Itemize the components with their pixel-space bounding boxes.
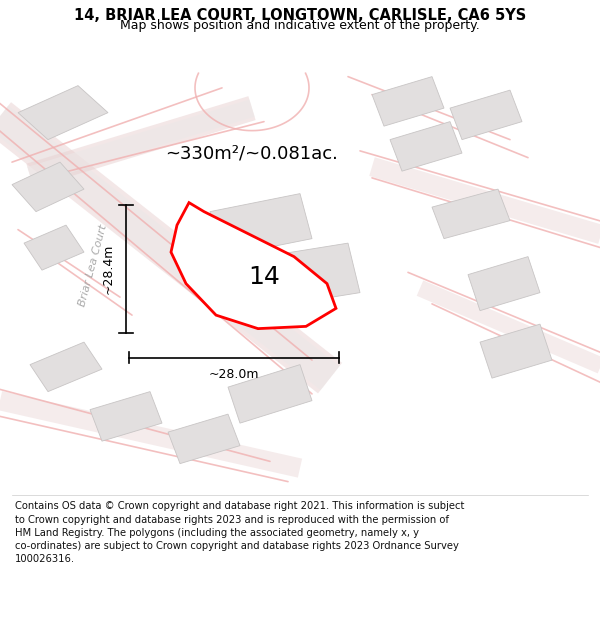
Text: ~28.4m: ~28.4m [101,244,115,294]
Polygon shape [468,257,540,311]
Polygon shape [18,86,108,139]
Polygon shape [432,189,510,239]
Polygon shape [228,364,312,423]
Text: 14: 14 [248,265,280,289]
Polygon shape [24,225,84,270]
Text: ~28.0m: ~28.0m [209,369,259,381]
Polygon shape [372,77,444,126]
Polygon shape [171,202,336,329]
Polygon shape [210,194,312,257]
Text: Map shows position and indicative extent of the property.: Map shows position and indicative extent… [120,19,480,32]
Polygon shape [450,90,522,139]
Polygon shape [90,392,162,441]
Polygon shape [390,122,462,171]
Polygon shape [480,324,552,378]
Polygon shape [30,342,102,392]
Text: 14, BRIAR LEA COURT, LONGTOWN, CARLISLE, CA6 5YS: 14, BRIAR LEA COURT, LONGTOWN, CARLISLE,… [74,8,526,23]
Polygon shape [168,414,240,464]
Polygon shape [264,243,360,306]
Text: ~330m²/~0.081ac.: ~330m²/~0.081ac. [166,144,338,162]
Polygon shape [12,162,84,212]
Text: Briar Lea Court: Briar Lea Court [77,224,109,308]
Text: Contains OS data © Crown copyright and database right 2021. This information is : Contains OS data © Crown copyright and d… [15,501,464,564]
